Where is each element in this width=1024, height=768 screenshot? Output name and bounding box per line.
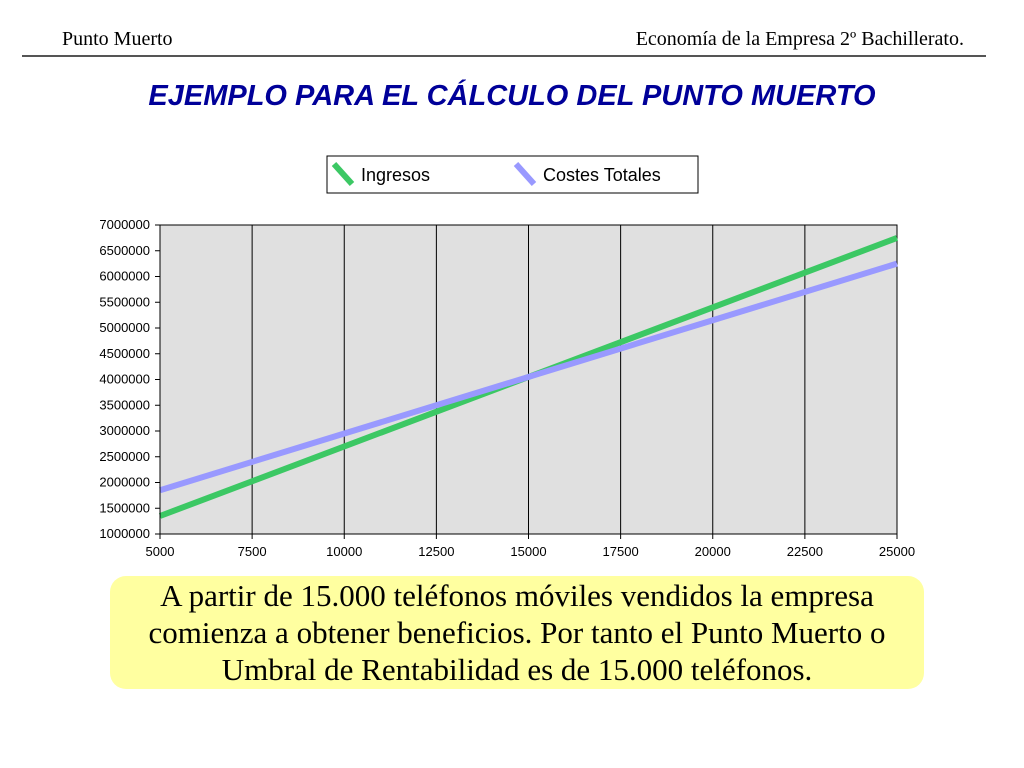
y-tick-label: 4000000	[99, 372, 150, 387]
y-tick-label: 1500000	[99, 500, 150, 515]
legend-swatch	[513, 161, 537, 187]
x-tick-label: 12500	[418, 544, 454, 559]
note-text: A partir de 15.000 teléfonos móviles ven…	[148, 578, 886, 687]
y-tick-label: 1000000	[99, 526, 150, 541]
header-left-title: Punto Muerto	[62, 28, 173, 50]
x-tick-label: 17500	[603, 544, 639, 559]
y-tick-label: 6000000	[99, 269, 150, 284]
break-even-chart: Ingresos Costes Totales 1000000 1500000 200…	[99, 155, 915, 559]
y-tick-label: 7000000	[99, 217, 150, 232]
x-tick-label: 7500	[238, 544, 267, 559]
y-tick-label: 4500000	[99, 346, 150, 361]
x-tick-label: 15000	[510, 544, 546, 559]
x-tick-label: 10000	[326, 544, 362, 559]
y-tick-label: 3000000	[99, 423, 150, 438]
y-tick-label: 5500000	[99, 294, 150, 309]
legend-label: Ingresos	[361, 165, 430, 185]
y-tick-label: 2000000	[99, 475, 150, 490]
note-box	[110, 576, 924, 689]
y-tick-label: 6500000	[99, 243, 150, 258]
y-tick-label: 5000000	[99, 320, 150, 335]
x-tick-label: 5000	[146, 544, 175, 559]
legend	[326, 155, 699, 194]
y-tick-label: 3500000	[99, 397, 150, 412]
header-right-title: Economía de la Empresa 2º Bachillerato.	[635, 28, 964, 50]
header-divider	[22, 55, 986, 57]
legend-label: Costes Totales	[543, 165, 661, 185]
legend-swatch	[331, 161, 355, 187]
x-tick-label: 25000	[879, 544, 915, 559]
x-tick-label: 20000	[695, 544, 731, 559]
series-line	[159, 260, 898, 494]
x-tick-label: 22500	[787, 544, 823, 559]
slide-title: EJEMPLO PARA EL CÁLCULO DEL PUNTO MUERTO	[148, 80, 876, 112]
y-tick-label: 2500000	[99, 449, 150, 464]
